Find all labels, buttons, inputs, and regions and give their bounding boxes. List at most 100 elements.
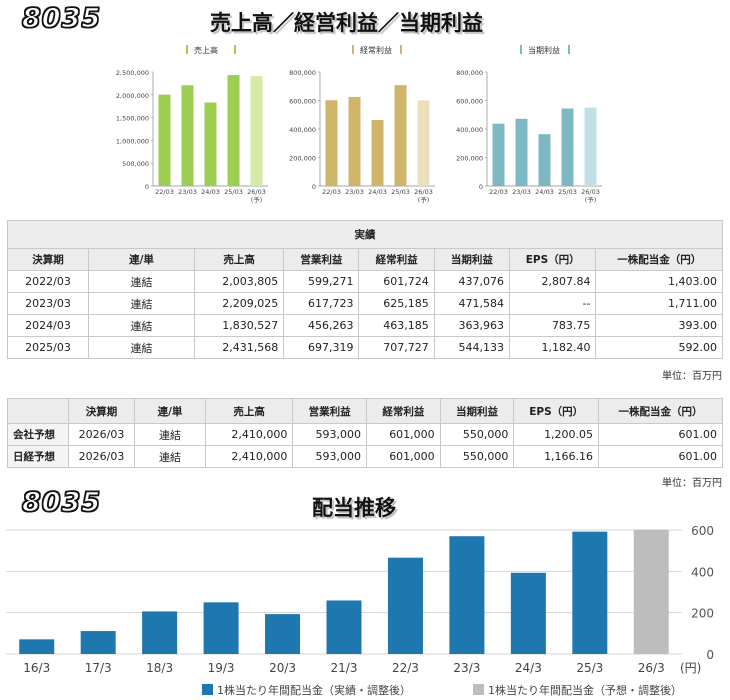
bar — [325, 100, 338, 186]
col-header: 連/単 — [88, 248, 195, 271]
legend-label: 1株当たり年間配当金（予想・調整後） — [488, 683, 682, 697]
actual-results-table: 実績 決算期 連/単 売上高 営業利益 経常利益 当期利益 EPS（円） 一株配… — [7, 220, 723, 359]
table-cell: 593,000 — [292, 423, 368, 446]
y-tick-label: 2,000,000 — [116, 92, 149, 100]
x-tick-label: 26/3 — [638, 661, 665, 675]
y-tick-label: 400,000 — [456, 126, 483, 134]
x-tick-label: 24/03 — [535, 188, 554, 196]
y-tick-label: 800,000 — [456, 69, 483, 77]
col-header: 連/単 — [134, 398, 206, 424]
col-header: 営業利益 — [283, 248, 360, 271]
col-header: EPS（円） — [508, 248, 597, 271]
y-tick-label: 600 — [691, 524, 714, 538]
table-cell: 2026/03 — [68, 445, 135, 468]
col-header: EPS（円） — [513, 398, 600, 424]
table-cell: 連結 — [88, 314, 195, 337]
bar — [515, 118, 528, 186]
y-tick-label: 600,000 — [289, 98, 316, 106]
dividend-bar — [572, 531, 608, 654]
col-header: 売上高 — [193, 248, 285, 271]
table-cell: 1,403.00 — [595, 270, 723, 293]
legend-swatch — [352, 45, 354, 54]
stock-code: 8035 — [21, 2, 102, 34]
x-tick-label: 23/03 — [512, 188, 531, 196]
table-header-row: 決算期 連/単 売上高 営業利益 経常利益 当期利益 EPS（円） 一株配当金（… — [7, 248, 723, 271]
bar — [561, 108, 574, 186]
y-tick-label: 400 — [691, 565, 714, 579]
table-cell: 707,727 — [358, 336, 435, 359]
table-cell: 2022/03 — [7, 270, 89, 293]
table-cell: 550,000 — [439, 423, 515, 446]
x-tick-label: 20/3 — [269, 661, 296, 675]
col-header: 営業利益 — [292, 398, 368, 424]
col-header: 売上高 — [204, 398, 294, 424]
table-cell: 544,133 — [433, 336, 510, 359]
table-cell: 550,000 — [439, 445, 515, 468]
table-cell: 連結 — [88, 336, 195, 359]
legend-label: 1株当たり年間配当金（実績・調整後） — [217, 683, 411, 697]
table-row: 2023/03 連結 2,209,025 617,723 625,185 471,584-… — [7, 292, 723, 315]
col-header: 当期利益 — [439, 398, 515, 424]
table-cell: 2,410,000 — [204, 423, 294, 446]
y-tick-label: 0 — [312, 183, 316, 191]
table-cell: 617,723 — [283, 292, 360, 315]
table-cell: 2024/03 — [7, 314, 89, 337]
table-cell: 1,200.05 — [513, 423, 600, 446]
col-header: 決算期 — [68, 398, 135, 424]
y-tick-label: 200,000 — [456, 155, 483, 163]
legend-swatch — [520, 45, 522, 54]
x-tick-label: 25/03 — [558, 188, 577, 196]
stock-code: 8035 — [21, 486, 102, 518]
table-cell: -- — [508, 292, 597, 315]
col-header: 経常利益 — [358, 248, 435, 271]
x-tick-label: 25/03 — [224, 188, 243, 196]
dividend-title: 配当推移 — [312, 496, 396, 520]
x-tick-label: 23/03 — [178, 188, 197, 196]
forecast-mark: (予) — [418, 196, 430, 204]
table-cell: 日経予想 — [7, 445, 69, 468]
legend-label: 当期利益 — [528, 45, 560, 55]
table-cell: 1,166.16 — [513, 445, 600, 468]
y-tick-label: 2,500,000 — [116, 69, 149, 77]
legend-swatch — [186, 45, 188, 54]
forecast-table: 決算期 連/単 売上高 営業利益 経常利益 当期利益 EPS（円） 一株配当金（… — [7, 398, 723, 468]
table-cell: 593,000 — [292, 445, 368, 468]
bar — [538, 134, 551, 186]
table-cell: 1,182.40 — [508, 336, 597, 359]
dividend-bar — [80, 631, 116, 654]
x-tick-label: 25/03 — [391, 188, 410, 196]
x-tick-label: 21/3 — [331, 661, 358, 675]
forecast-mark: (予) — [585, 196, 597, 204]
bar — [181, 85, 194, 186]
table-cell: 393.00 — [595, 314, 723, 337]
legend-swatch — [234, 45, 236, 54]
table-row: 2025/03 連結 2,431,568 697,319 707,727 544,133 1… — [7, 336, 723, 359]
x-tick-label: 22/03 — [489, 188, 508, 196]
table-cell: 601.00 — [598, 445, 723, 468]
table-cell: 592.00 — [595, 336, 723, 359]
table-cell: 625,185 — [358, 292, 435, 315]
table-row: 日経予想 2026/03 連結 2,410,000 593,000 601,000 550,… — [7, 445, 723, 468]
legend-swatch — [473, 684, 484, 695]
bar — [584, 107, 597, 186]
table-cell: 463,185 — [358, 314, 435, 337]
y-tick-label: 500,000 — [122, 160, 149, 168]
table-cell: 2025/03 — [7, 336, 89, 359]
dividend-bar — [633, 529, 669, 654]
unit-label: (円) — [680, 661, 701, 675]
unit-label: 単位：百万円 — [662, 371, 722, 382]
dividend-chart: 0 200 400 600 16/3 17/3 18/3 19/3 20/3 21/3 22/3 23… — [6, 524, 714, 697]
legend-swatch — [202, 684, 213, 695]
col-header — [7, 398, 69, 424]
col-header: 決算期 — [7, 248, 89, 271]
table-cell: 601.00 — [598, 423, 723, 446]
x-tick-label: 24/03 — [368, 188, 387, 196]
mini-chart-3: 当期利益 0 200,000 400,000 600,000 800,000 22/03 23… — [456, 45, 602, 204]
table-row: 2024/03 連結 1,830,527 456,263 463,185 363,963 7… — [7, 314, 723, 337]
forecast-mark: (予) — [251, 196, 263, 204]
x-tick-label: 24/03 — [201, 188, 220, 196]
unit-label: 単位：百万円 — [662, 478, 722, 489]
y-tick-label: 800,000 — [289, 69, 316, 77]
legend-swatch — [400, 45, 402, 54]
x-tick-label: 17/3 — [85, 661, 112, 675]
